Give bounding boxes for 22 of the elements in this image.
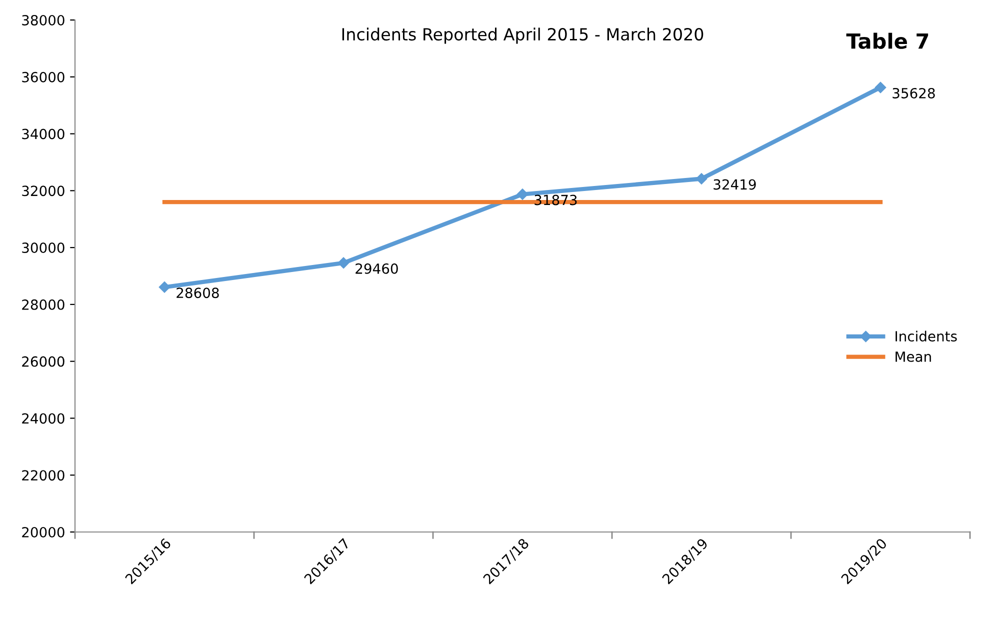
y-tick-label: 20000 xyxy=(22,526,64,538)
annotation: Table 7 xyxy=(846,32,928,49)
data-label: 28608 xyxy=(176,288,219,298)
y-tick-label: 24000 xyxy=(22,413,64,424)
point xyxy=(338,257,350,269)
point xyxy=(696,173,708,184)
y-tick-label: 38000 xyxy=(22,14,64,26)
y-tick-label: 22000 xyxy=(22,470,64,481)
point xyxy=(874,82,886,94)
data-label: 29460 xyxy=(356,263,398,274)
y-tick-label: 30000 xyxy=(22,242,64,254)
data-label: 32419 xyxy=(714,179,756,190)
chart-title: Incidents Reported April 2015 - March 2020 xyxy=(342,28,704,44)
y-tick-label: 28000 xyxy=(22,299,64,310)
y-tick-label: 26000 xyxy=(22,356,64,367)
legend-label: Mean xyxy=(896,352,931,362)
y-tick-label: 34000 xyxy=(22,128,64,140)
data-label: 35628 xyxy=(892,88,935,98)
y-tick-label: 36000 xyxy=(22,72,64,82)
point xyxy=(158,282,170,293)
legend-label: Incidents xyxy=(896,330,957,342)
y-tick-label: 32000 xyxy=(22,186,64,196)
